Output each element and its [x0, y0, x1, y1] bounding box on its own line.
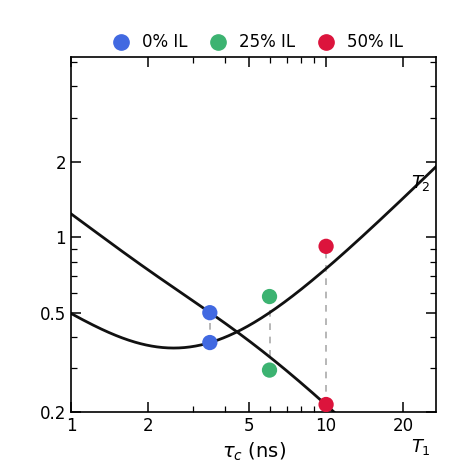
Point: [206, 339, 214, 346]
Point: [266, 366, 273, 374]
Text: $T_2$: $T_2$: [411, 173, 430, 193]
Point: [322, 401, 330, 408]
Point: [266, 293, 273, 301]
Legend: 0% IL, 25% IL, 50% IL: 0% IL, 25% IL, 50% IL: [97, 26, 410, 57]
Text: $T_1$: $T_1$: [411, 438, 431, 457]
Point: [322, 243, 330, 250]
X-axis label: $\tau_c$ (ns): $\tau_c$ (ns): [221, 441, 286, 463]
Point: [206, 309, 214, 317]
